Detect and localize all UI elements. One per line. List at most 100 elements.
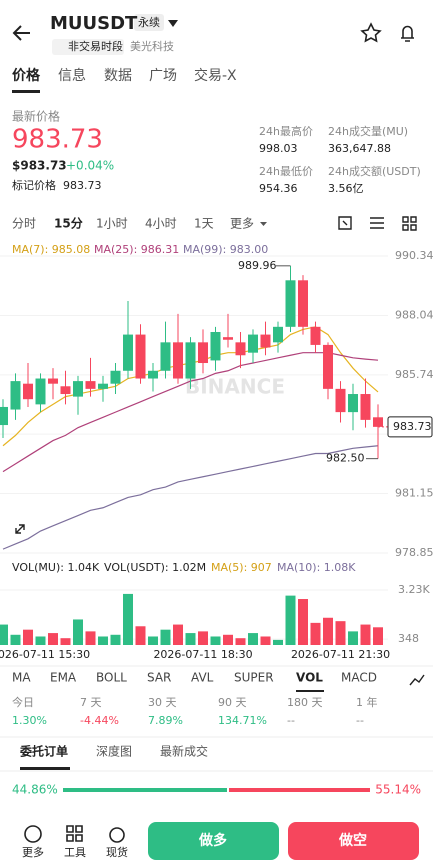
draw-icon[interactable] bbox=[409, 674, 425, 686]
candle-body bbox=[160, 342, 171, 371]
volume-bar bbox=[48, 633, 58, 645]
volume-bar bbox=[323, 617, 333, 645]
tab[interactable]: 数据 bbox=[104, 68, 132, 84]
dropdown[interactable] bbox=[168, 20, 178, 27]
mark-price: 983.73 bbox=[63, 179, 102, 192]
indicator[interactable]: EMA bbox=[50, 671, 77, 685]
short-label[interactable]: 做空 bbox=[338, 832, 367, 849]
mark-label: 标记价格 bbox=[12, 178, 56, 192]
volume-bar bbox=[210, 636, 221, 645]
session-bg bbox=[52, 39, 124, 55]
sell-bar bbox=[229, 788, 370, 792]
indicator[interactable]: AVL bbox=[191, 671, 214, 685]
stat-label: 24h成交量(MU) bbox=[328, 124, 408, 138]
interval[interactable]: 更多 bbox=[230, 217, 254, 231]
short-button[interactable] bbox=[288, 822, 419, 860]
volume-bar bbox=[335, 621, 346, 645]
order-tab[interactable]: 深度图 bbox=[96, 744, 132, 759]
vol-tick-label: 348 bbox=[398, 632, 419, 645]
buy-bar bbox=[63, 788, 227, 792]
indicator[interactable]: MA bbox=[12, 671, 31, 685]
interval[interactable]: 1天 bbox=[194, 217, 214, 231]
last-price: 983.73 bbox=[12, 125, 103, 155]
volume-bar bbox=[123, 593, 133, 645]
candle-body bbox=[198, 342, 208, 364]
vol-legend: MA(5): 907 bbox=[211, 561, 272, 574]
volume-bar bbox=[260, 636, 271, 645]
long-label[interactable]: 做多 bbox=[198, 832, 227, 849]
candle-body bbox=[60, 386, 71, 395]
watermark: BINANCE bbox=[185, 375, 285, 399]
back[interactable] bbox=[12, 25, 30, 41]
interval[interactable]: 1小时 bbox=[96, 217, 128, 231]
bell[interactable] bbox=[401, 25, 414, 42]
price-box bbox=[387, 416, 433, 438]
candle-body bbox=[273, 326, 283, 343]
vol-legend: MA(10): 1.08K bbox=[277, 561, 356, 574]
tab[interactable]: 价格 bbox=[12, 67, 41, 84]
vol-legend: VOL(USDT): 1.02M bbox=[104, 561, 206, 574]
perf-value: -- bbox=[287, 714, 295, 727]
perf-label: 7 天 bbox=[80, 696, 102, 709]
volume-bar bbox=[148, 636, 158, 645]
volume-bar bbox=[0, 624, 8, 645]
candle-body bbox=[48, 378, 58, 384]
sell-ratio: 55.14% bbox=[375, 783, 421, 797]
candle-body bbox=[73, 381, 83, 397]
interval[interactable]: 分时 bbox=[12, 217, 36, 231]
layout-icon[interactable] bbox=[402, 216, 417, 231]
indicator[interactable]: BOLL bbox=[96, 671, 127, 685]
perf-label: 30 天 bbox=[148, 696, 177, 709]
candle-body bbox=[285, 280, 296, 327]
volume-bar bbox=[73, 619, 83, 645]
indicator[interactable]: SUPER bbox=[234, 671, 274, 685]
tab-underline bbox=[12, 90, 40, 93]
candle-body bbox=[85, 381, 96, 389]
order-tab[interactable]: 委托订单 bbox=[19, 744, 68, 759]
perf-value: -- bbox=[356, 714, 364, 727]
tag: 永续 bbox=[138, 15, 160, 29]
perf-value: -4.44% bbox=[80, 714, 119, 727]
star[interactable] bbox=[360, 22, 382, 43]
y-tick-label: 990.34 bbox=[395, 249, 433, 262]
candle-body bbox=[235, 342, 246, 356]
buy-ratio: 44.86% bbox=[12, 783, 58, 797]
volume-bar bbox=[35, 636, 46, 645]
interval[interactable]: 15分 bbox=[54, 216, 83, 231]
ma-legend: MA(25): 986.31 bbox=[94, 243, 179, 256]
vol-tick-label: 3.23K bbox=[398, 583, 430, 596]
tab[interactable]: 广场 bbox=[149, 68, 177, 84]
bottom-label[interactable]: 更多 bbox=[22, 845, 44, 859]
candle-body bbox=[148, 370, 158, 379]
y-tick-label: 978.85 bbox=[395, 546, 433, 559]
candle-body bbox=[248, 334, 258, 353]
candle-body bbox=[110, 370, 121, 384]
perf-value: 134.71% bbox=[218, 714, 267, 727]
candle-body bbox=[210, 331, 221, 361]
bottom-label[interactable]: 现货 bbox=[106, 845, 128, 859]
stat-value: 998.03 bbox=[259, 142, 298, 155]
interval[interactable]: 4小时 bbox=[145, 217, 177, 231]
tab[interactable]: 信息 bbox=[58, 67, 86, 84]
candle-body bbox=[310, 326, 321, 345]
indicator[interactable]: MACD bbox=[341, 671, 377, 685]
ma-legend: MA(99): 983.00 bbox=[183, 243, 268, 256]
bottom-label[interactable]: 工具 bbox=[64, 846, 86, 859]
order-tab[interactable]: 最新成交 bbox=[160, 744, 208, 759]
volume-bar bbox=[23, 629, 33, 645]
indicator[interactable]: VOL bbox=[296, 671, 323, 685]
expand-icon[interactable] bbox=[15, 524, 25, 534]
tool-icon[interactable] bbox=[338, 216, 352, 230]
high-annotation: 989.96 bbox=[238, 259, 277, 272]
settings-icon[interactable] bbox=[370, 217, 384, 229]
volume-bar bbox=[85, 631, 96, 645]
long-button[interactable] bbox=[148, 822, 279, 860]
tab[interactable]: 交易-X bbox=[194, 67, 237, 84]
price-label: 最新价格 bbox=[12, 109, 60, 124]
candle-body bbox=[348, 394, 358, 413]
stat-label: 24h最高价 bbox=[259, 124, 313, 138]
stat-value: 3.56亿 bbox=[328, 182, 364, 195]
volume-bar bbox=[10, 634, 21, 645]
indicator[interactable]: SAR bbox=[147, 671, 171, 685]
